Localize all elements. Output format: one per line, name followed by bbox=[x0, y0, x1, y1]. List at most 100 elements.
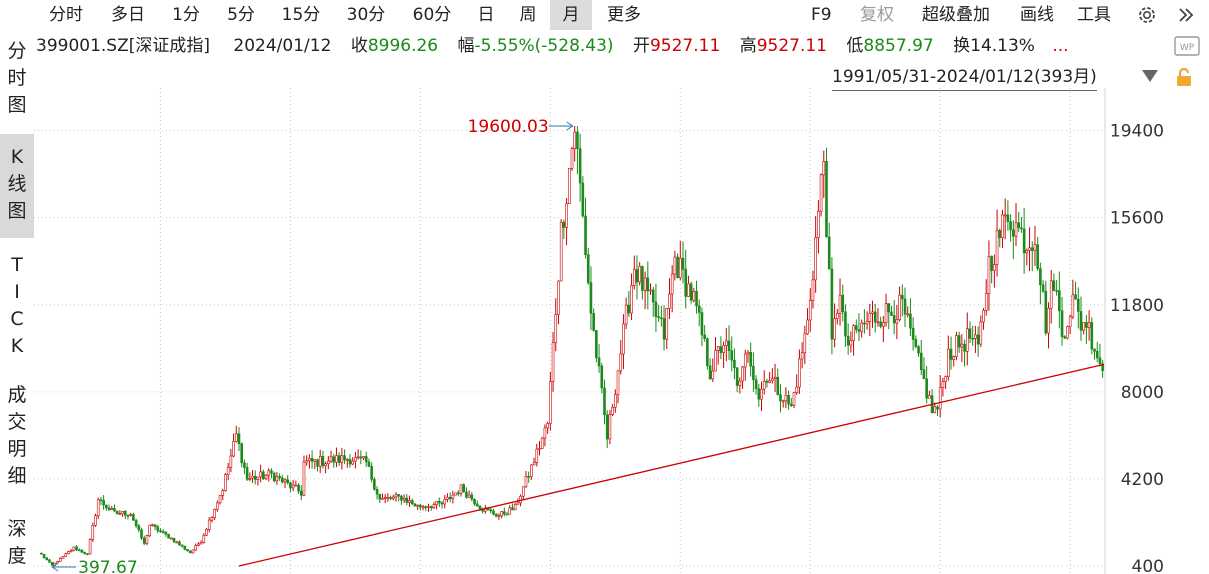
tab-1min[interactable]: 1分 bbox=[172, 5, 200, 25]
candle-up bbox=[643, 277, 647, 291]
candle-up bbox=[392, 496, 395, 499]
candle-down bbox=[735, 367, 739, 386]
candle-up bbox=[811, 279, 815, 301]
candle-up bbox=[207, 519, 211, 530]
candle-down bbox=[332, 456, 336, 463]
date-range-selector[interactable]: 1991/05/31-2024/01/12(393月) bbox=[832, 64, 1097, 91]
candle-up bbox=[327, 460, 330, 465]
fuquan-button[interactable]: 复权 bbox=[860, 5, 894, 25]
candle-up bbox=[226, 466, 230, 475]
candle-up bbox=[938, 387, 942, 410]
candle-up bbox=[933, 406, 937, 413]
candle-up bbox=[817, 210, 820, 238]
candle-up bbox=[543, 427, 547, 439]
sidebar-item-shendu[interactable]: 深度 bbox=[0, 516, 34, 574]
overlay-button[interactable]: 超级叠加 bbox=[922, 5, 990, 25]
candle-down bbox=[48, 559, 51, 563]
candle-down bbox=[240, 443, 243, 464]
candle-up bbox=[632, 269, 636, 286]
candle-up bbox=[313, 459, 317, 462]
kline-chart[interactable]: 19400 15600 11800 8000 4200 400 19600.03 397.67 bbox=[34, 88, 1209, 574]
candle-down bbox=[635, 269, 639, 283]
tab-week[interactable]: 周 bbox=[519, 5, 537, 25]
candle-up bbox=[670, 273, 674, 295]
more-info[interactable]: ... bbox=[1052, 36, 1069, 56]
sidebar-item-fenshitu[interactable]: 分时图 bbox=[0, 38, 34, 122]
gear-icon[interactable] bbox=[1136, 4, 1158, 26]
candle-down bbox=[657, 316, 660, 319]
change-label: 幅 bbox=[457, 36, 475, 56]
candle-up bbox=[1068, 316, 1072, 328]
candle-down bbox=[651, 289, 655, 303]
y-tick-label: 4200 bbox=[1121, 470, 1164, 490]
candle-up bbox=[993, 264, 996, 271]
sidebar-char: K bbox=[10, 335, 24, 357]
candle-down bbox=[589, 282, 593, 314]
candle-down bbox=[914, 339, 918, 347]
candle-down bbox=[373, 479, 376, 490]
candle-up bbox=[175, 541, 179, 544]
candle-down bbox=[1098, 357, 1102, 365]
candle-down bbox=[990, 256, 993, 271]
candle-up bbox=[622, 323, 625, 355]
tab-more[interactable]: 更多 bbox=[607, 5, 641, 25]
sidebar-char: T bbox=[11, 254, 23, 276]
candle-down bbox=[681, 257, 685, 270]
candle-up bbox=[852, 325, 855, 341]
lock-icon[interactable] bbox=[1173, 66, 1195, 88]
candle-up bbox=[611, 406, 614, 415]
candle-down bbox=[440, 502, 444, 505]
candle-down bbox=[413, 503, 417, 507]
candle-up bbox=[191, 549, 195, 554]
tab-15min[interactable]: 15分 bbox=[281, 5, 321, 25]
tab-month[interactable]: 月 bbox=[550, 0, 592, 30]
candle-down bbox=[123, 511, 127, 516]
candle-down bbox=[919, 352, 923, 370]
tab-5min[interactable]: 5分 bbox=[227, 5, 255, 25]
candle-down bbox=[949, 348, 953, 360]
tab-day[interactable]: 日 bbox=[477, 5, 495, 25]
sidebar-char: 成 bbox=[7, 384, 27, 406]
tab-fenshi[interactable]: 分时 bbox=[49, 5, 83, 25]
candle-up bbox=[781, 400, 785, 403]
sidebar-item-chengjiao[interactable]: 成交明细 bbox=[0, 382, 34, 494]
tab-30min[interactable]: 30分 bbox=[346, 5, 386, 25]
max-arrowhead bbox=[566, 121, 574, 131]
candle-down bbox=[909, 313, 912, 329]
candle-up bbox=[768, 380, 771, 383]
candle-up bbox=[340, 455, 344, 463]
candle-down bbox=[343, 455, 346, 461]
candle-down bbox=[586, 254, 590, 283]
candle-down bbox=[1074, 294, 1077, 300]
open-label: 开 bbox=[632, 36, 650, 56]
candle-up bbox=[291, 484, 295, 489]
draw-button[interactable]: 画线 bbox=[1020, 5, 1054, 25]
candle-up bbox=[573, 131, 577, 149]
candle-down bbox=[660, 317, 663, 320]
candle-up bbox=[849, 340, 853, 346]
candle-down bbox=[733, 359, 736, 369]
candle-down bbox=[1041, 284, 1045, 292]
tools-button[interactable]: 工具 bbox=[1077, 5, 1111, 25]
candle-up bbox=[345, 459, 349, 461]
double-chevron-right-icon[interactable] bbox=[1176, 5, 1196, 25]
f9-button[interactable]: F9 bbox=[811, 5, 832, 25]
candle-down bbox=[706, 338, 709, 367]
tab-duori[interactable]: 多日 bbox=[111, 5, 145, 25]
candle-down bbox=[922, 369, 926, 380]
tab-60min[interactable]: 60分 bbox=[412, 5, 452, 25]
triangle-down-icon[interactable] bbox=[1140, 68, 1160, 84]
candle-up bbox=[871, 311, 874, 314]
candle-down bbox=[364, 456, 368, 463]
candle-down bbox=[1060, 310, 1064, 337]
candle-down bbox=[1090, 322, 1094, 350]
candle-up bbox=[454, 492, 457, 496]
candle-up bbox=[302, 461, 306, 496]
candle-down bbox=[727, 340, 731, 351]
wp-icon[interactable]: WP bbox=[1174, 35, 1200, 57]
candle-down bbox=[998, 230, 1002, 238]
candle-up bbox=[1014, 222, 1018, 237]
sidebar-char: 分 bbox=[7, 40, 27, 62]
